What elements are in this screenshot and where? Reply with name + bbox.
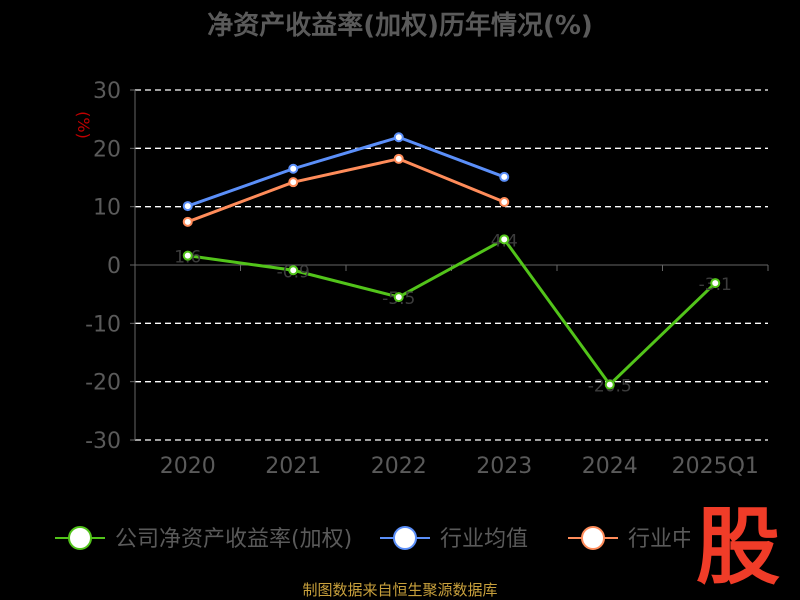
- legend-label: 行业均值: [440, 527, 528, 552]
- series-line: [187, 237, 717, 387]
- y-tick-label: 0: [107, 254, 121, 279]
- data-point: [288, 163, 299, 174]
- data-point: [182, 216, 193, 227]
- data-point: [182, 250, 193, 261]
- data-point: [393, 132, 404, 143]
- legend: 公司净资产收益率(加权) 行业均值 行业中位数: [55, 526, 738, 552]
- x-tick-labels: 2020 2021 2022 2023 2024 2025Q1: [160, 454, 759, 479]
- logo: 股: [690, 498, 785, 600]
- y-tick-label: 20: [93, 137, 121, 162]
- data-point: [288, 177, 299, 188]
- legend-marker: [581, 526, 605, 550]
- legend-marker: [393, 526, 417, 550]
- y-tick-labels: 30 20 10 0 -10 -20 -30: [85, 79, 121, 454]
- series-lines: 1.6-0.9-5.54.4-20.5-3.1: [174, 132, 732, 397]
- data-point: [499, 197, 510, 207]
- axes: [130, 89, 769, 441]
- y-tick-label: -30: [85, 429, 121, 454]
- x-tick-label: 2024: [582, 454, 638, 479]
- data-point: [499, 171, 510, 182]
- x-tick-label: 2021: [265, 454, 321, 479]
- legend-marker: [68, 526, 92, 550]
- data-point: [182, 201, 193, 212]
- legend-label: 公司净资产收益率(加权): [115, 527, 352, 552]
- data-point: [288, 265, 299, 276]
- x-tick-label: 2023: [476, 454, 532, 479]
- data-point: [499, 234, 510, 245]
- y-tick-label: 30: [93, 79, 121, 104]
- y-tick-label: -10: [85, 312, 121, 337]
- series-line: [187, 157, 505, 224]
- data-point: [393, 153, 404, 164]
- gridlines: [135, 89, 768, 441]
- chart-title: 净资产收益率(加权)历年情况(%): [207, 10, 593, 41]
- series-line: [187, 135, 505, 208]
- data-point: [393, 292, 404, 303]
- data-point: [710, 278, 721, 289]
- x-tick-label: 2025Q1: [672, 454, 759, 479]
- x-tick-label: 2020: [160, 454, 216, 479]
- data-point: [604, 379, 615, 390]
- x-tick-label: 2022: [371, 454, 427, 479]
- y-axis-label: (%): [74, 111, 93, 139]
- y-tick-label: -20: [85, 371, 121, 396]
- y-tick-label: 10: [93, 196, 121, 221]
- logo-glyph: 股: [696, 498, 780, 596]
- source-note: 制图数据来自恒生聚源数据库: [302, 581, 497, 599]
